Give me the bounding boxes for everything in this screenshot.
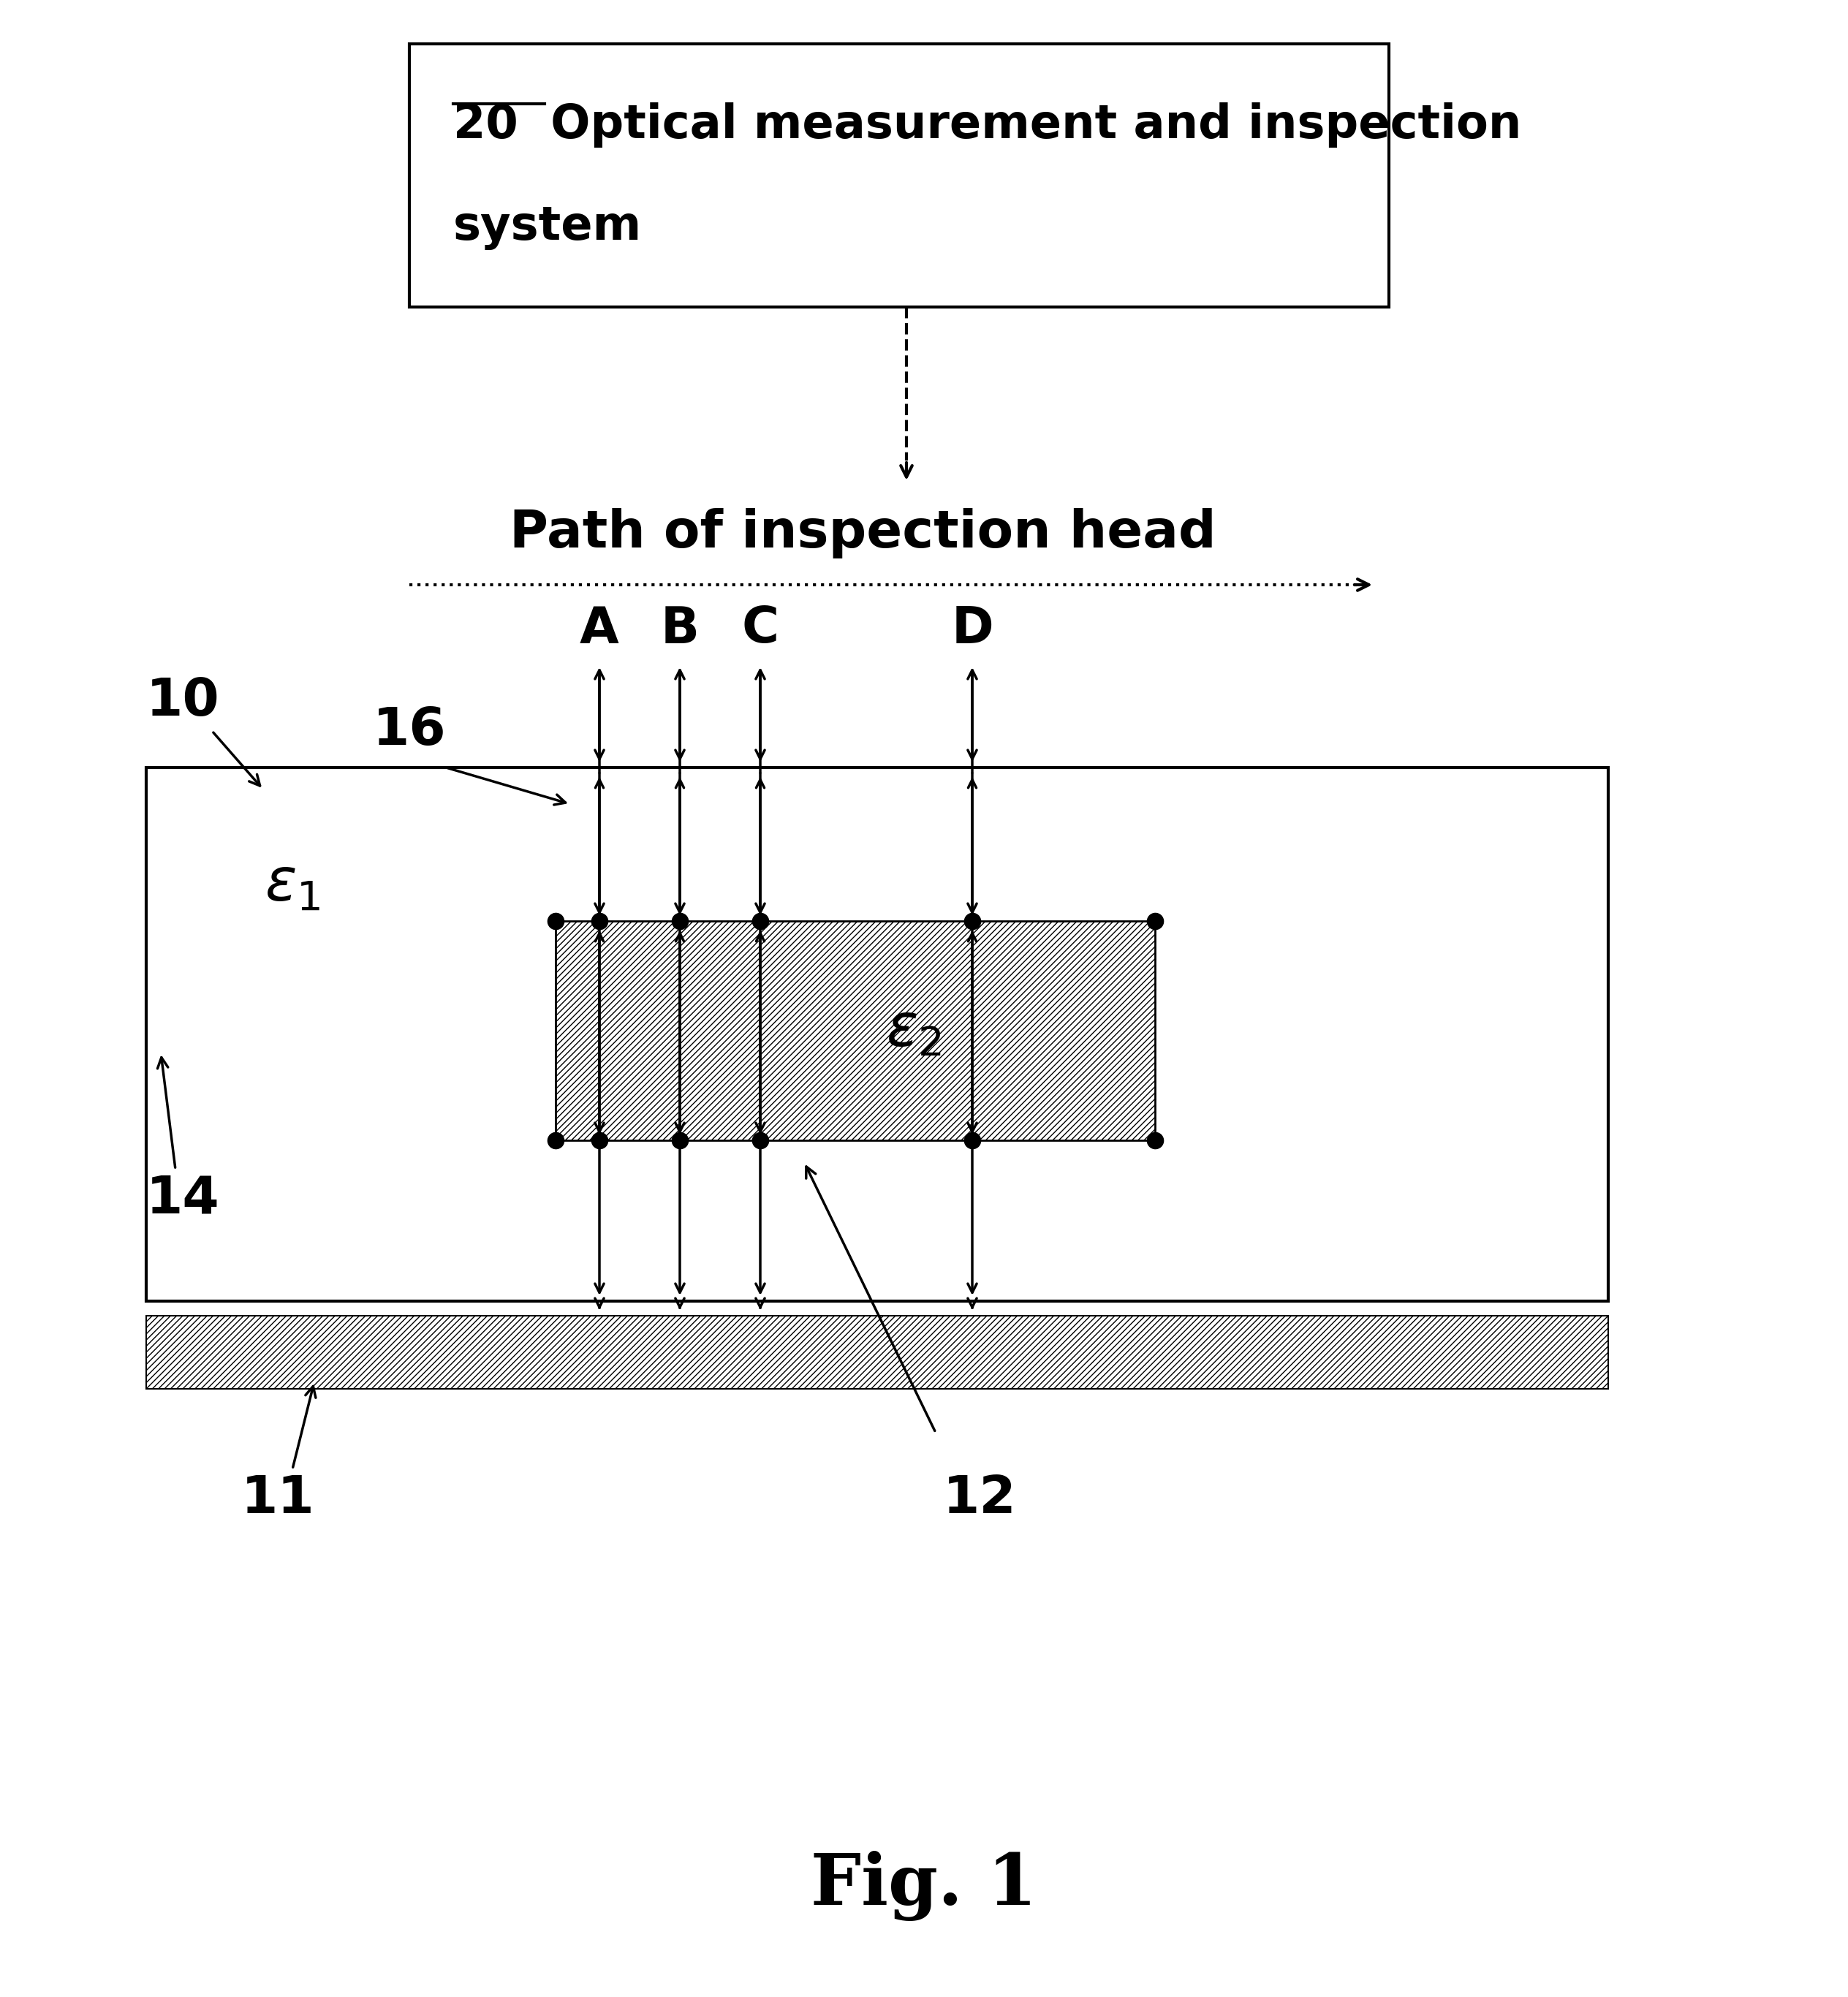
Text: B: B [660,605,699,653]
Text: Fig. 1: Fig. 1 [811,1851,1037,1921]
Text: D: D [952,605,994,653]
Text: Path of inspection head: Path of inspection head [510,509,1216,559]
Text: 10: 10 [146,677,220,727]
Text: 16: 16 [373,705,445,757]
Bar [146,767,1608,1302]
Bar [410,44,1390,308]
Text: 14: 14 [146,1174,220,1224]
Text: system: system [453,204,641,250]
Text: C: C [741,605,780,653]
Bar [146,1316,1608,1388]
Bar [556,921,1155,1140]
Text: 11: 11 [240,1474,314,1524]
Text: 12: 12 [942,1474,1016,1524]
Text: A: A [580,605,619,653]
Text: 20  Optical measurement and inspection: 20 Optical measurement and inspection [453,102,1521,148]
Text: $\varepsilon_2$: $\varepsilon_2$ [885,1002,941,1058]
Text: $\varepsilon_1$: $\varepsilon_1$ [264,857,320,913]
